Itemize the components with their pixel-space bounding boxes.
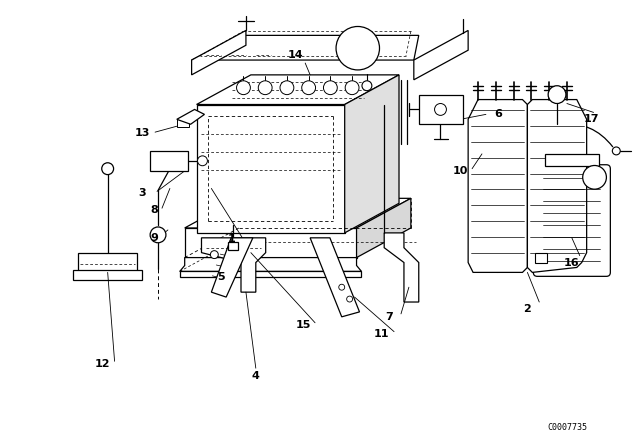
Circle shape [301, 81, 316, 95]
FancyArrowPatch shape [560, 124, 612, 146]
Text: 8: 8 [150, 205, 158, 215]
Text: 9: 9 [150, 233, 158, 243]
Circle shape [548, 86, 566, 103]
Polygon shape [414, 30, 468, 80]
Circle shape [582, 165, 607, 189]
Circle shape [612, 147, 620, 155]
Polygon shape [196, 104, 345, 233]
Circle shape [336, 26, 380, 70]
Polygon shape [185, 228, 356, 258]
Text: 12: 12 [95, 359, 111, 369]
Circle shape [102, 163, 113, 175]
Text: 17: 17 [584, 114, 599, 124]
Text: 11: 11 [374, 329, 389, 339]
Text: 15: 15 [296, 320, 311, 330]
Text: 2: 2 [524, 304, 531, 314]
Text: 1: 1 [227, 234, 235, 244]
Polygon shape [177, 109, 204, 124]
Circle shape [237, 81, 250, 95]
Circle shape [339, 284, 345, 290]
Bar [545, 154, 598, 166]
Text: 14: 14 [287, 50, 303, 60]
Circle shape [362, 81, 372, 90]
Circle shape [259, 81, 272, 95]
Bar [228, 242, 238, 250]
Polygon shape [468, 99, 527, 272]
Text: 3: 3 [138, 189, 146, 198]
Text: 5: 5 [218, 272, 225, 282]
Bar [150, 151, 188, 171]
Polygon shape [345, 75, 399, 233]
Polygon shape [78, 253, 138, 272]
Polygon shape [211, 238, 253, 297]
Polygon shape [527, 99, 587, 272]
Text: 13: 13 [134, 128, 150, 138]
FancyBboxPatch shape [533, 165, 611, 276]
Polygon shape [180, 271, 362, 277]
Polygon shape [356, 198, 411, 258]
Polygon shape [196, 75, 399, 104]
Bar [424, 99, 458, 119]
Circle shape [323, 81, 337, 95]
Circle shape [347, 296, 353, 302]
Polygon shape [185, 198, 411, 228]
Text: 7: 7 [385, 312, 393, 322]
Polygon shape [419, 95, 463, 124]
Polygon shape [73, 271, 142, 280]
Circle shape [150, 227, 166, 243]
Text: 10: 10 [452, 166, 468, 176]
Circle shape [435, 103, 447, 116]
Circle shape [211, 251, 218, 258]
Polygon shape [191, 35, 419, 60]
Polygon shape [384, 233, 419, 302]
Polygon shape [191, 30, 246, 75]
Bar [535, 253, 547, 263]
Text: C0007735: C0007735 [547, 423, 587, 432]
Polygon shape [202, 238, 266, 292]
Circle shape [230, 251, 238, 258]
Circle shape [198, 156, 207, 166]
Circle shape [345, 81, 359, 95]
Text: 6: 6 [494, 109, 502, 119]
Text: 4: 4 [252, 371, 260, 381]
Circle shape [280, 81, 294, 95]
Polygon shape [310, 238, 360, 317]
Text: 16: 16 [564, 258, 580, 267]
Polygon shape [180, 258, 362, 271]
Bar [177, 119, 189, 127]
